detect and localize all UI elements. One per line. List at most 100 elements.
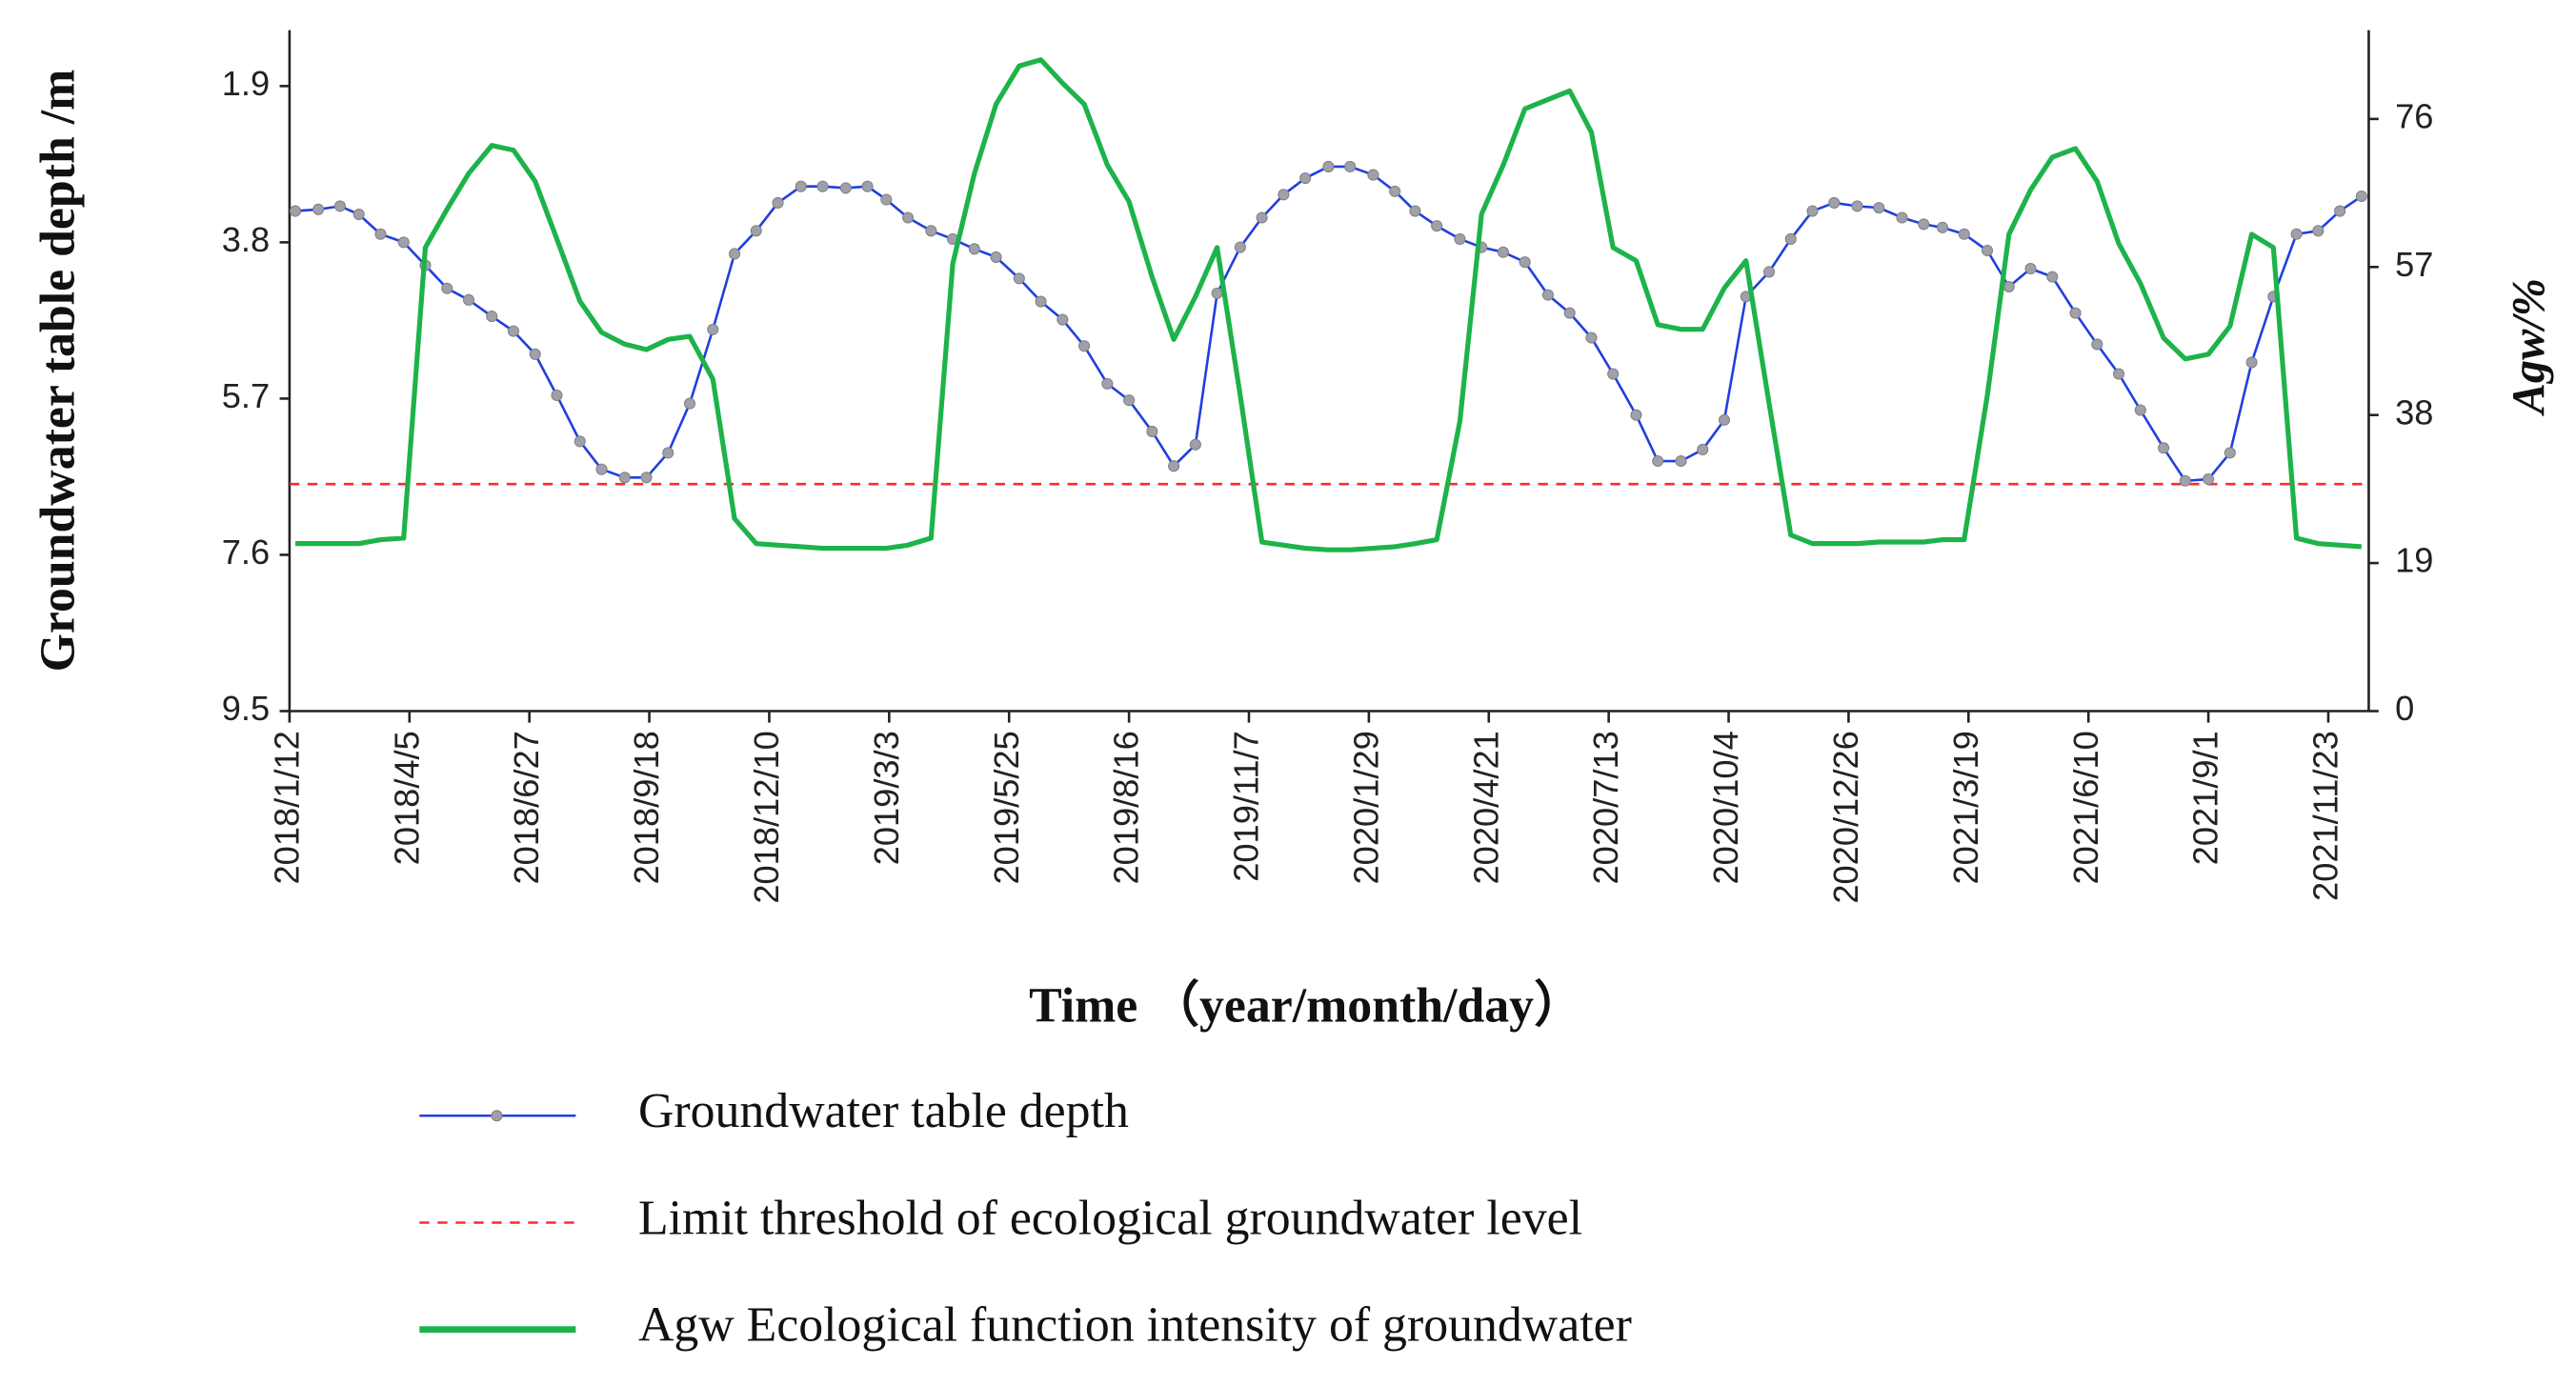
- series-marker: [1256, 211, 1268, 224]
- series-marker: [462, 293, 475, 306]
- y2-tick-label: 38: [2395, 392, 2433, 432]
- series-marker: [1541, 289, 1554, 301]
- series-marker: [1981, 244, 1994, 257]
- series-marker: [1936, 221, 1949, 233]
- series-marker: [1958, 228, 1970, 240]
- y-tick-label: 3.8: [222, 220, 270, 259]
- series-line: [294, 165, 2363, 483]
- series-marker: [2002, 280, 2015, 293]
- series-marker: [574, 435, 586, 448]
- series-marker: [2224, 447, 2236, 459]
- x-tick-label: 2020/12/26: [1826, 731, 1865, 903]
- x-tick-label: 2021/6/10: [2066, 731, 2105, 884]
- x-tick-label: 2018/9/18: [627, 731, 666, 884]
- y-tick-label: 5.7: [222, 376, 270, 415]
- series-marker: [728, 248, 741, 260]
- series-marker: [925, 225, 937, 237]
- x-tick-label: 2019/11/7: [1227, 731, 1266, 882]
- legend-label: Limit threshold of ecological groundwate…: [638, 1191, 1582, 1245]
- x-tick-label: 2018/12/10: [747, 731, 786, 903]
- series-marker: [2312, 225, 2324, 237]
- series-marker: [551, 389, 563, 402]
- series-marker: [816, 180, 829, 192]
- series-marker: [1389, 185, 1401, 197]
- series-marker: [595, 463, 608, 475]
- y-tick-label: 9.5: [222, 689, 270, 728]
- series-marker: [352, 208, 365, 221]
- y2-tick-label: 57: [2395, 245, 2433, 284]
- series-line: [294, 57, 2363, 552]
- series-marker: [1918, 218, 1930, 231]
- x-axis-title: Time （year/month/day）: [1029, 978, 1583, 1034]
- series-marker: [1278, 189, 1290, 201]
- series-marker: [1454, 232, 1466, 245]
- series-marker: [1519, 256, 1531, 269]
- series-marker: [1299, 172, 1312, 185]
- x-tick-label: 2021/11/23: [2306, 731, 2345, 901]
- series-marker: [2158, 442, 2170, 454]
- series-marker: [1078, 340, 1091, 352]
- x-tick-label: 2020/7/13: [1586, 731, 1625, 884]
- series-marker: [507, 325, 520, 337]
- series-marker: [707, 323, 719, 335]
- series-marker: [1896, 211, 1908, 224]
- series-marker: [1189, 438, 1201, 451]
- series-marker: [640, 472, 653, 484]
- series-marker: [1784, 232, 1797, 245]
- series-marker: [1146, 425, 1158, 437]
- series-marker: [1101, 377, 1114, 390]
- series-marker: [1367, 169, 1379, 181]
- series-marker: [1322, 160, 1335, 173]
- series-marker: [1585, 331, 1598, 344]
- series-marker: [968, 243, 980, 255]
- series-marker: [839, 182, 852, 194]
- series-marker: [1762, 266, 1776, 278]
- y-tick-label: 1.9: [222, 64, 270, 103]
- series-marker: [683, 397, 696, 410]
- x-tick-label: 2018/1/12: [267, 731, 306, 884]
- series-marker: [795, 180, 807, 192]
- series-marker: [333, 200, 347, 212]
- x-tick-label: 2021/9/1: [2186, 731, 2225, 865]
- series-marker: [1806, 205, 1819, 217]
- series-marker: [880, 193, 893, 206]
- x-tick-label: 2019/5/25: [987, 731, 1026, 884]
- series-marker: [529, 348, 541, 360]
- y2-tick-label: 19: [2395, 541, 2433, 580]
- series-marker: [1344, 160, 1357, 173]
- x-tick-label: 2021/3/19: [1946, 731, 1985, 884]
- series-marker: [1013, 272, 1025, 285]
- x-tick-label: 2018/6/27: [507, 731, 546, 884]
- series-marker: [902, 211, 915, 224]
- series-marker: [662, 447, 674, 459]
- series-marker: [861, 180, 874, 192]
- series-marker: [1035, 295, 1047, 308]
- series-marker: [1168, 460, 1180, 472]
- y-tick-label: 7.6: [222, 532, 270, 572]
- series-marker: [2069, 307, 2082, 319]
- series-marker: [2091, 338, 2103, 351]
- series-marker: [2046, 271, 2059, 283]
- series-marker: [1652, 454, 1664, 468]
- series-marker: [1497, 246, 1509, 258]
- series-marker: [772, 196, 784, 209]
- y-axis-title: Groundwater table depth /m: [31, 70, 86, 673]
- series-marker: [2134, 404, 2146, 416]
- series-marker: [1828, 196, 1841, 209]
- y2-axis-title: Agw/%: [2504, 278, 2554, 416]
- series-marker: [1123, 394, 1136, 407]
- series-marker: [2245, 356, 2258, 369]
- legend-marker: [491, 1110, 503, 1122]
- series-marker: [1851, 200, 1863, 212]
- series-marker: [486, 311, 498, 323]
- series-marker: [1718, 413, 1731, 426]
- legend-label: Groundwater table depth: [638, 1084, 1129, 1138]
- series-marker: [441, 282, 453, 294]
- series-marker: [1234, 241, 1246, 253]
- series-marker: [397, 236, 410, 249]
- series-marker: [1409, 205, 1421, 217]
- x-tick-label: 2020/4/21: [1466, 731, 1505, 884]
- x-tick-label: 2019/8/16: [1107, 731, 1146, 884]
